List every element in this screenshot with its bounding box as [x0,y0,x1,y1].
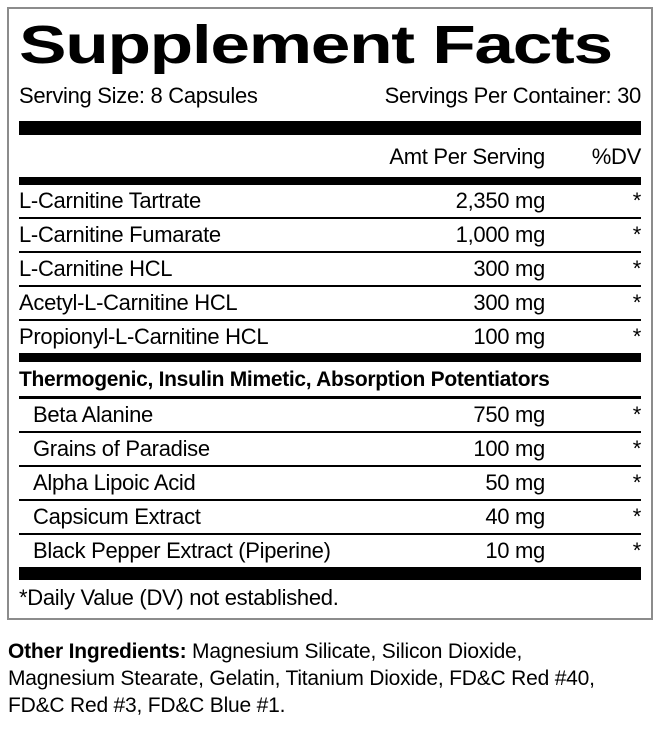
other-ingredients-line-2: Magnesium Stearate, Gelatin, Titanium Di… [8,667,595,690]
other-ingredients-block: Other Ingredients: Magnesium Silicate, S… [8,638,654,719]
section-header-thermogenic: Thermogenic, Insulin Mimetic, Absorption… [19,362,641,399]
ingredient-row-black-pepper-extract: Black Pepper Extract (Piperine) 10 mg * [19,535,641,567]
ingredient-amount: 750 mg [473,402,545,427]
serving-info-row: Serving Size: 8 Capsules Servings Per Co… [19,83,641,109]
ingredient-name: Capsicum Extract [33,504,201,529]
ingredient-dv: * [632,222,642,247]
ingredient-name: Propionyl-L-Carnitine HCL [19,324,269,349]
ingredient-row-alpha-lipoic-acid: Alpha Lipoic Acid 50 mg * [19,467,641,501]
column-header-row: Amt Per Serving %DV [19,135,641,177]
column-header-dv: %DV [591,144,642,169]
ingredient-dv: * [632,402,642,427]
other-ingredients-line-1: Other Ingredients: Magnesium Silicate, S… [8,638,654,665]
divider-bar-thick-bottom [19,567,641,580]
ingredient-amount: 300 mg [473,256,545,281]
ingredient-row-l-carnitine-tartrate: L-Carnitine Tartrate 2,350 mg * [19,185,641,219]
ingredient-dv: * [632,324,642,349]
ingredient-row-grains-of-paradise: Grains of Paradise 100 mg * [19,433,641,467]
divider-bar-medium [19,177,641,185]
ingredient-row-acetyl-l-carnitine-hcl: Acetyl-L-Carnitine HCL 300 mg * [19,287,641,321]
daily-value-footnote: *Daily Value (DV) not established. [19,585,339,610]
divider-bar-thick-top [19,121,641,135]
ingredient-name: L-Carnitine Fumarate [19,222,221,247]
ingredient-amount: 40 mg [485,504,545,529]
other-ingredients-text-1: Magnesium Silicate, Silicon Dioxide, [186,640,523,663]
ingredient-name: Alpha Lipoic Acid [33,470,196,495]
ingredient-amount: 10 mg [485,538,545,563]
ingredient-row-propionyl-l-carnitine-hcl: Propionyl-L-Carnitine HCL 100 mg * [19,321,641,353]
servings-per-container-text: Servings Per Container: 30 [384,83,642,108]
supplement-facts-panel: Supplement Facts Serving Size: 8 Capsule… [7,7,653,620]
ingredient-row-l-carnitine-fumarate: L-Carnitine Fumarate 1,000 mg * [19,219,641,253]
ingredient-dv: * [632,290,642,315]
serving-size-text: Serving Size: 8 Capsules [19,83,258,108]
ingredient-dv: * [632,256,642,281]
ingredient-amount: 300 mg [473,290,545,315]
other-ingredients-label: Other Ingredients: [8,640,187,663]
ingredient-name: Grains of Paradise [33,436,210,461]
panel-title: Supplement Facts [19,15,613,75]
ingredient-row-l-carnitine-hcl: L-Carnitine HCL 300 mg * [19,253,641,287]
ingredient-row-capsicum-extract: Capsicum Extract 40 mg * [19,501,641,535]
ingredient-amount: 100 mg [473,436,545,461]
ingredient-amount: 100 mg [473,324,545,349]
ingredient-name: Acetyl-L-Carnitine HCL [19,290,238,315]
ingredient-amount: 2,350 mg [455,188,546,213]
ingredient-amount: 50 mg [485,470,545,495]
other-ingredients-line-3: FD&C Red #3, FD&C Blue #1. [8,694,286,717]
ingredient-dv: * [632,188,642,213]
ingredient-name: Beta Alanine [33,402,153,427]
ingredient-amount: 1,000 mg [455,222,546,247]
ingredient-dv: * [632,470,642,495]
ingredient-dv: * [632,436,642,461]
ingredient-name: Black Pepper Extract (Piperine) [33,538,331,563]
ingredient-dv: * [632,538,642,563]
ingredient-name: L-Carnitine Tartrate [19,188,201,213]
ingredient-name: L-Carnitine HCL [19,256,173,281]
column-header-amount: Amt Per Serving [389,144,545,169]
ingredient-dv: * [632,504,642,529]
divider-bar-section [19,353,641,362]
ingredient-row-beta-alanine: Beta Alanine 750 mg * [19,399,641,433]
